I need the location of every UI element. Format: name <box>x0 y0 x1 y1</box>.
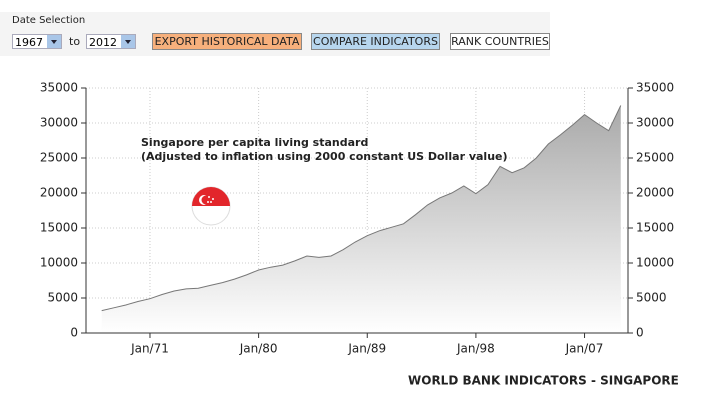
y2-tick-label: 0 <box>636 326 644 340</box>
annotation: Singapore per capita living standard <box>141 136 368 149</box>
y-tick-label: 15000 <box>40 221 78 235</box>
x-tick-label: Jan/98 <box>456 342 495 356</box>
area-line <box>101 105 622 312</box>
y2-tick-label: 20000 <box>636 186 674 200</box>
y-tick-label: 35000 <box>40 81 78 95</box>
y2-tick-label: 25000 <box>636 151 674 165</box>
flag-icon <box>191 186 231 226</box>
x-tick-label: Jan/89 <box>347 342 386 356</box>
rank-button[interactable]: RANK COUNTRIES <box>450 33 550 50</box>
export-button[interactable]: EXPORT HISTORICAL DATA <box>152 33 302 50</box>
y-tick-label: 25000 <box>40 151 78 165</box>
y-tick-label: 0 <box>70 326 78 340</box>
annotation: (Adjusted to inflation using 2000 consta… <box>141 150 508 163</box>
x-tick-label: Jan/80 <box>239 342 278 356</box>
x-tick-label: Jan/71 <box>130 342 169 356</box>
area-fill <box>101 105 621 333</box>
to-value: 2012 <box>89 36 117 49</box>
y2-tick-label: 35000 <box>636 81 674 95</box>
y2-tick-label: 5000 <box>636 291 667 305</box>
dropdown-arrow <box>121 35 135 48</box>
from-select[interactable]: 1967 <box>12 34 62 49</box>
x-tick-label: Jan/07 <box>565 342 604 356</box>
dropdown-arrow <box>47 35 61 48</box>
y2-tick-label: 10000 <box>636 256 674 270</box>
date-label: Date Selection <box>12 15 86 26</box>
y-tick-label: 5000 <box>47 291 78 305</box>
y2-tick-label: 30000 <box>636 116 674 130</box>
compare-button[interactable]: COMPARE INDICATORS <box>311 33 440 50</box>
from-value: 1967 <box>15 36 43 49</box>
to-select[interactable]: 2012 <box>86 34 136 49</box>
to-label: to <box>69 35 81 48</box>
y-tick-label: 30000 <box>40 116 78 130</box>
y-tick-label: 10000 <box>40 256 78 270</box>
y-tick-label: 20000 <box>40 186 78 200</box>
y2-tick-label: 15000 <box>636 221 674 235</box>
source-label: WORLD BANK INDICATORS - SINGAPORE <box>408 374 679 388</box>
